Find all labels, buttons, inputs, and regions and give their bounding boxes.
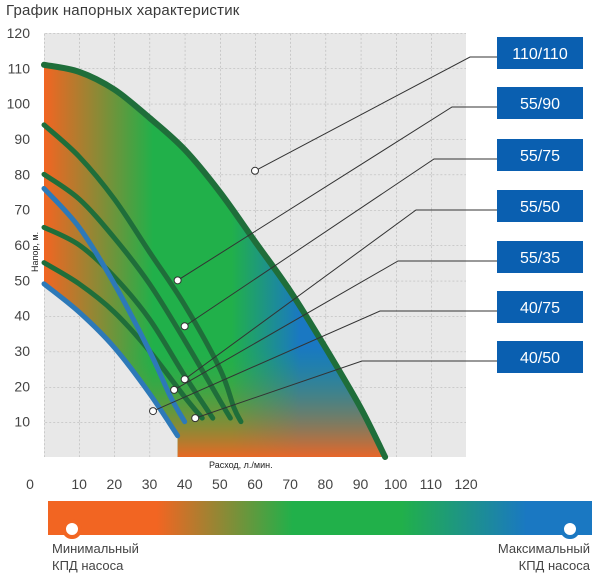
- leader-line: [173, 260, 497, 391]
- y-tick-label: 90: [14, 131, 30, 147]
- legend-box-55-35: [497, 241, 583, 273]
- x-tick-label: 60: [247, 476, 263, 490]
- efficiency-scale: Минимальный КПД насоса Максимальный КПД …: [0, 490, 599, 576]
- curve-marker: [170, 385, 179, 394]
- head-flow-chart: 0 10 20 30 40 50 60 70 80 90 100 110 120 10 20 30 40 50 60…: [7, 25, 583, 490]
- curve-55-35: [41, 260, 205, 421]
- y-tick-label: 40: [14, 308, 30, 324]
- x-tick-label: 80: [318, 476, 334, 490]
- x-tick-label: 10: [71, 476, 87, 490]
- curve-40-75: [41, 185, 188, 425]
- curve-marker: [251, 166, 259, 175]
- x-tick-label: 0: [26, 476, 34, 490]
- legend-label: 110/110: [512, 46, 568, 63]
- curve-55-75: [41, 171, 233, 421]
- curve-55-90: [41, 122, 244, 425]
- legend-label: 55/90: [520, 96, 560, 113]
- leader-line: [184, 209, 497, 380]
- leader-line: [254, 56, 497, 172]
- y-tick-label: 20: [14, 378, 30, 394]
- chart-title: График напорных характеристик: [6, 2, 240, 19]
- efficiency-gradient-bar: [48, 501, 592, 535]
- y-tick-label: 50: [14, 272, 30, 288]
- curve-40-50: [41, 281, 181, 439]
- curve-marker: [149, 407, 158, 416]
- curve-marker: [180, 375, 189, 384]
- legend-label: 55/75: [520, 148, 560, 165]
- legend-box-55-75: [497, 139, 583, 171]
- leader-line: [195, 360, 497, 419]
- leader-line: [152, 310, 497, 412]
- y-axis-label: Напор, м.: [30, 232, 40, 272]
- y-tick-label: 60: [14, 237, 30, 253]
- y-tick-label: 80: [14, 166, 30, 182]
- x-tick-label: 100: [384, 476, 408, 490]
- legend-label: 40/50: [520, 350, 560, 367]
- curve-marker: [191, 414, 200, 423]
- legend-box-110-110: [497, 37, 583, 69]
- legend-label: 40/75: [520, 300, 560, 317]
- leader-line: [184, 158, 497, 327]
- y-tick-label: 120: [7, 25, 31, 41]
- efficiency-area-overlay: [44, 64, 386, 458]
- curve-marker: [180, 322, 189, 331]
- legend-label: 55/35: [520, 250, 560, 267]
- legend-box-40-50: [497, 341, 583, 373]
- y-tick-label: 30: [14, 343, 30, 359]
- max-efficiency-marker: [560, 519, 580, 539]
- leader-line: [177, 106, 497, 281]
- x-axis-label: Расход, л./мин.: [209, 460, 273, 470]
- legend-box-55-50: [497, 190, 583, 222]
- x-tick-label: 70: [282, 476, 298, 490]
- y-tick-label: 10: [14, 414, 30, 430]
- x-tick-label: 20: [107, 476, 123, 490]
- x-tick-label: 40: [177, 476, 193, 490]
- x-tick-label: 110: [420, 476, 443, 490]
- legend-label: 55/50: [520, 199, 560, 216]
- min-efficiency-marker: [62, 519, 82, 539]
- curve-110-110: [41, 61, 389, 460]
- x-tick-label: 120: [454, 476, 478, 490]
- y-tick-label: 110: [8, 60, 31, 76]
- x-tick-label: 90: [353, 476, 369, 490]
- curve-marker: [173, 276, 182, 285]
- x-tick-label: 30: [142, 476, 158, 490]
- legend-box-55-90: [497, 87, 583, 119]
- y-tick-label: 70: [14, 202, 30, 218]
- max-efficiency-label: Максимальный КПД насоса: [497, 541, 590, 573]
- min-efficiency-label: Минимальный КПД насоса: [52, 541, 139, 573]
- y-tick-label: 100: [7, 96, 31, 112]
- x-tick-label: 50: [212, 476, 228, 490]
- legend-box-40-75: [497, 291, 583, 323]
